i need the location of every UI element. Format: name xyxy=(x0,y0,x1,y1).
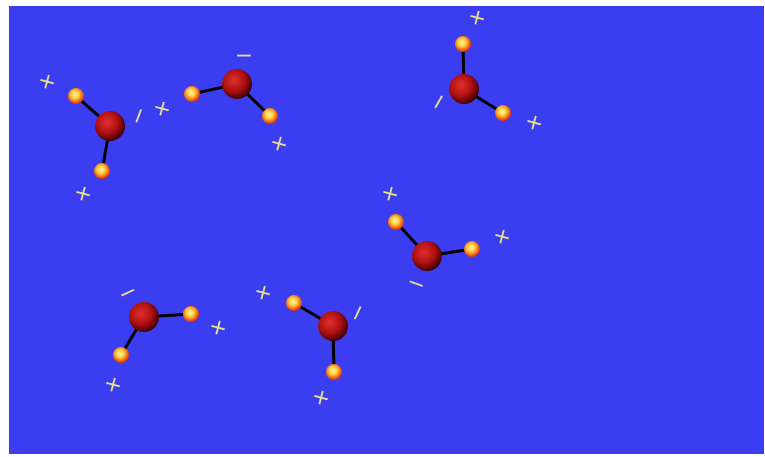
hydrogen-atom xyxy=(262,108,278,124)
partial-positive-label: + xyxy=(251,279,275,308)
hydrogen-atom xyxy=(495,105,511,121)
water-molecule-3: ++− xyxy=(424,6,547,137)
partial-negative-label: − xyxy=(124,103,154,129)
hydrogen-atom xyxy=(68,88,84,104)
partial-positive-label: + xyxy=(35,68,59,97)
oxygen-atom xyxy=(129,302,159,332)
partial-positive-label: + xyxy=(150,95,174,124)
partial-positive-label: + xyxy=(465,6,489,32)
partial-positive-label: + xyxy=(267,130,291,159)
partial-negative-label: − xyxy=(403,269,429,299)
partial-positive-label: + xyxy=(309,384,333,413)
hydrogen-atom xyxy=(94,163,110,179)
molecule-canvas: +++−+−++−++−++− ++− xyxy=(35,6,547,413)
partial-positive-label: + xyxy=(522,109,546,138)
oxygen-atom xyxy=(318,311,348,341)
hydrogen-atom xyxy=(464,241,480,257)
hydrogen-atom xyxy=(455,36,471,52)
oxygen-atom xyxy=(412,241,442,271)
hydrogen-atom xyxy=(183,306,199,322)
water-molecules-diagram: + + + − + − + + − + + − + + − + + − xyxy=(9,6,764,454)
water-molecule-1: +++− xyxy=(35,68,174,209)
hydrogen-atom xyxy=(388,214,404,230)
hydrogen-atom xyxy=(286,295,302,311)
partial-positive-label: + xyxy=(490,223,514,252)
partial-positive-label: + xyxy=(71,180,95,209)
water-molecule-5: ++− xyxy=(101,278,230,400)
water-molecule-4: + + − xyxy=(378,180,514,299)
oxygen-atom xyxy=(222,69,252,99)
hydrogen-atom xyxy=(326,364,342,380)
partial-positive-label: + xyxy=(206,314,230,343)
oxygen-atom xyxy=(449,74,479,104)
water-molecule-6: ++− xyxy=(251,279,373,413)
partial-positive-label: + xyxy=(378,180,402,209)
hydrogen-atom xyxy=(184,86,200,102)
hydrogen-atom xyxy=(113,347,129,363)
oxygen-atom xyxy=(95,111,125,141)
water-molecule-2: +− xyxy=(184,44,291,159)
partial-positive-label: + xyxy=(101,371,125,400)
partial-negative-label: − xyxy=(235,44,253,69)
